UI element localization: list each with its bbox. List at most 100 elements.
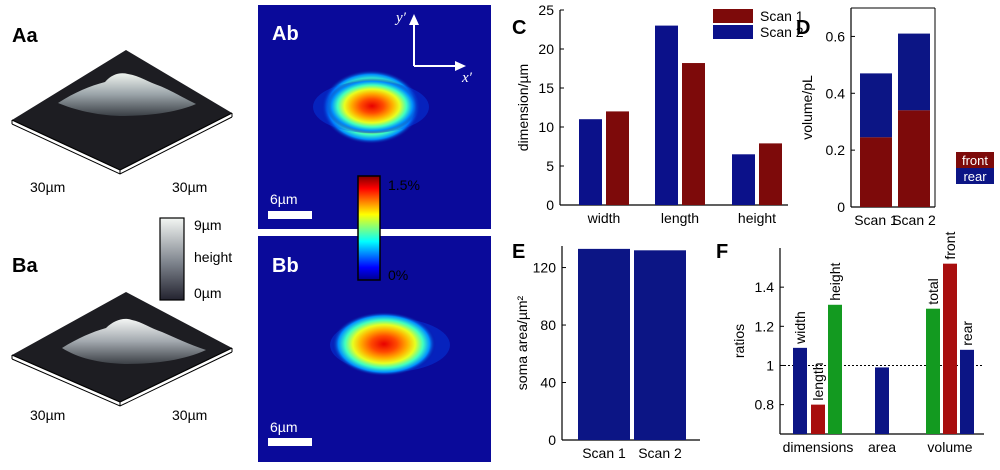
y-tick-label: 1 [766,357,774,373]
panel-label-ba: Ba [12,255,38,277]
y-arrowhead [409,14,419,25]
bar-ratio [960,349,974,434]
bar-scan2 [579,119,602,205]
height-colorbar: 9µm height 0µm [159,217,232,301]
heatmap-center [332,312,436,376]
x-tick-label: length [661,210,699,226]
percent-colorbar-gradient [357,175,381,281]
percent-colorbar-top: 1.5% [388,177,420,193]
x-tick-label: width [587,210,621,226]
height-colorbar-gradient [159,217,185,301]
y-axis-title: ratios [731,324,747,358]
y-tick-label: 40 [540,375,556,391]
y-tick-label: 1.2 [755,318,775,334]
scalebar [268,211,312,219]
bar-label: rear [959,321,975,346]
bar-scan2 [655,25,678,205]
y-tick-label: 10 [538,119,554,135]
bar-label: width [792,311,808,345]
heatmap-center [326,78,418,134]
height-colorbar-mid: height [194,249,232,265]
y-tick-label: 0 [837,199,845,215]
bar-label: front [942,232,958,260]
x-tick-label: Scan 2 [892,212,936,228]
x-arrowhead [455,61,466,71]
bar-scan2 [732,154,755,205]
bar-ratio [828,304,842,434]
x-tick-label: Scan 1 [582,445,626,461]
y-tick-label: 0 [546,197,554,213]
cell-surface [62,318,206,364]
x-group-label: area [868,439,896,455]
bar-ratio [926,308,940,434]
bar-front [860,137,892,207]
panel-label-d: D [796,17,810,39]
surface-dim-y: 30µm [172,179,207,195]
y-axis-title: soma area/µm² [514,295,530,390]
y-tick-label: 1.4 [755,279,775,295]
legend-swatch-rear [956,168,994,184]
legend-label-rear: rear [963,169,987,184]
legend-swatch-scan2 [713,25,753,39]
height-colorbar-bottom: 0µm [194,285,222,301]
y-tick-label: 120 [533,260,557,276]
bar-rear [860,73,892,138]
x-group-label: volume [927,439,972,455]
chart-c-plot: 0 5 10 15 20 25 dimension/µm width length height S… [515,2,804,226]
y-tick-label: 0 [548,432,556,448]
chart-c: C 0 5 10 15 20 25 dimension/µm width length heigh… [512,2,804,226]
bar-ratio [811,404,825,434]
surface-dim-x: 30µm [30,407,65,423]
bar-label: total [925,278,941,304]
legend-label-scan2: Scan 2 [760,24,804,40]
legend-swatch-front [956,152,994,168]
y-tick-label: 15 [538,80,554,96]
percent-colorbar: 1.5% 0% [357,175,420,283]
legend-label-scan1: Scan 1 [760,8,804,24]
bar-scan1 [682,63,705,205]
scalebar-label: 6µm [270,191,298,207]
y-axis-title: volume/pL [799,75,815,140]
bar-soma-area [578,248,630,440]
bar-ratio [943,263,957,434]
y-tick-label: 0.4 [826,85,846,101]
y-tick-label: 5 [546,158,554,174]
y-axis-title: dimension/µm [515,64,531,151]
y-tick-label: 0.6 [826,28,846,44]
chart-f: F 0.8 1 1.2 1.4 ratios width length height total… [716,232,984,455]
bar-front [898,110,930,207]
panel-label-c: C [512,17,526,39]
bar-label: length [810,362,826,400]
bar-scan1 [606,111,629,205]
y-tick-label: 20 [538,41,554,57]
y-tick-label: 0.8 [755,397,775,413]
heatmap-blob [313,70,429,144]
bar-ratio [875,367,889,434]
panel-aa: Aa 30µm 30µm [11,25,233,195]
axis-label-x: x′ [461,70,473,86]
surface-dim-y: 30µm [172,407,207,423]
panel-label-e: E [512,241,525,263]
bar-rear [898,33,930,111]
x-tick-label: Scan 1 [854,212,898,228]
surface-dim-x: 30µm [30,179,65,195]
bar-ratio [793,347,807,434]
x-tick-label: Scan 2 [638,445,682,461]
bar-label: height [827,263,843,301]
panel-label-aa: Aa [12,25,38,47]
panel-ba: Ba 30µm 30µm [11,255,233,423]
panel-label-ab: Ab [272,23,299,45]
bar-soma-area [634,250,686,440]
panel-label-f: F [716,241,728,263]
y-tick-label: 80 [540,317,556,333]
y-tick-label: 0.2 [826,142,846,158]
cell-surface [58,73,196,116]
percent-colorbar-bottom: 0% [388,267,408,283]
height-colorbar-top: 9µm [194,217,222,233]
chart-e: E 0 40 80 120 soma area/µm² Scan 1 Scan 2 [512,241,700,461]
chart-e-plot: 0 40 80 120 soma area/µm² Scan 1 Scan 2 [514,246,700,461]
scalebar-label: 6µm [270,419,298,435]
